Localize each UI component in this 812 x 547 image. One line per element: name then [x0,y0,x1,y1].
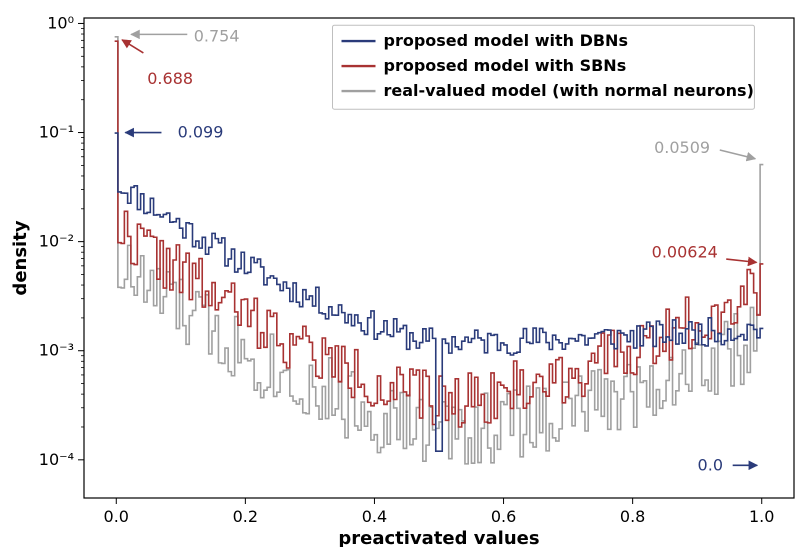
annotation-label: 0.688 [147,69,193,88]
y-tick-label: 10⁻⁴ [39,450,74,469]
annotation-label: 0.00624 [652,243,718,262]
y-axis-label: density [10,220,31,295]
x-tick-label: 1.0 [749,507,774,526]
annotation-label: 0.0509 [654,138,710,157]
x-tick-label: 0.4 [362,507,387,526]
x-tick-label: 0.2 [233,507,258,526]
legend-label: proposed model with DBNs [384,31,628,50]
y-tick-label: 10⁻² [39,232,74,251]
annotation-label: 0.0 [698,455,723,474]
annotation-label: 0.754 [194,27,240,46]
y-tick-label: 10⁰ [47,13,74,32]
annotation-label: 0.099 [178,123,224,142]
x-tick-label: 0.8 [620,507,645,526]
density-histogram-chart: 0.0 0.2 0.4 0.6 0.8 1.0 10⁻⁴ 10⁻³ 10⁻² 10⁻¹ 10⁰ pre… [0,0,812,547]
x-tick-label: 0.6 [491,507,516,526]
y-tick-label: 10⁻³ [39,341,74,360]
x-axis-label: preactivated values [338,528,539,547]
legend: proposed model with DBNs proposed model w… [333,25,755,109]
chart-canvas: 0.0 0.2 0.4 0.6 0.8 1.0 10⁻⁴ 10⁻³ 10⁻² 10⁻¹ 10⁰ pre… [0,0,812,547]
legend-label: proposed model with SBNs [384,56,627,75]
y-tick-label: 10⁻¹ [39,123,74,142]
x-tick-label: 0.0 [104,507,129,526]
legend-label: real-valued model (with normal neurons) [384,81,754,100]
